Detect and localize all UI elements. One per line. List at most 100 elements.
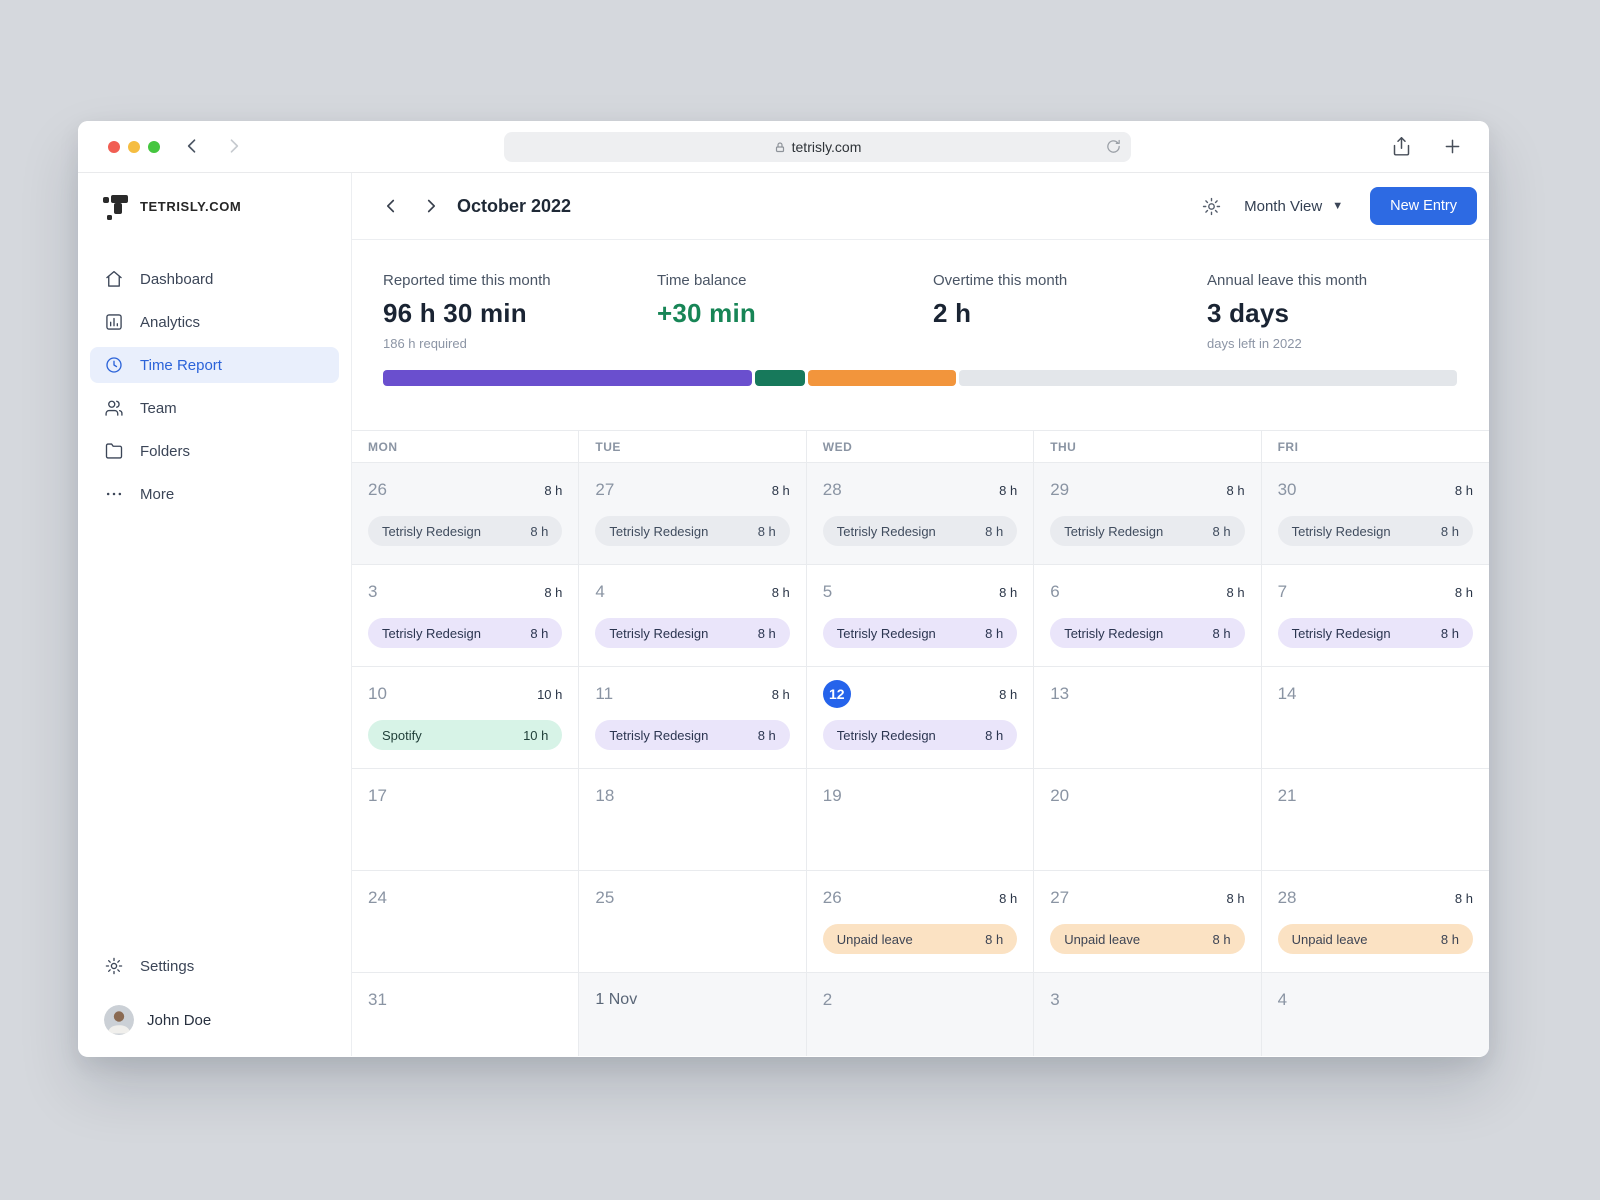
calendar-day-cell[interactable]: 2 <box>806 973 1035 1056</box>
calendar-day-cell[interactable]: 27 8 h Unpaid leave 8 h <box>1034 871 1262 973</box>
time-entry-chip[interactable]: Tetrisly Redesign 8 h <box>595 618 790 648</box>
day-number: 26 <box>822 888 842 907</box>
calendar-day-cell[interactable]: 24 <box>352 871 580 973</box>
entry-project-label: Tetrisly Redesign <box>836 727 936 743</box>
day-number: 26 <box>368 480 387 499</box>
calendar-day-cell[interactable]: 25 <box>579 871 807 973</box>
sidebar-item-team[interactable]: Team <box>90 390 339 426</box>
time-entry-chip[interactable]: Tetrisly Redesign 8 h <box>368 618 563 648</box>
calendar-day-cell[interactable]: 29 8 h Tetrisly Redesign 8 h <box>1034 463 1262 565</box>
calendar-day-cell[interactable]: 27 8 h Tetrisly Redesign 8 h <box>579 463 807 565</box>
day-number: 5 <box>822 582 833 601</box>
calendar-day-cell[interactable]: 13 <box>1034 667 1262 769</box>
calendar-day-cell[interactable]: 28 8 h Unpaid leave 8 h <box>1261 871 1489 973</box>
prev-month-icon[interactable] <box>380 195 402 217</box>
entry-project-label: Tetrisly Redesign <box>836 523 936 539</box>
calendar-day-cell[interactable]: 4 8 h Tetrisly Redesign 8 h <box>579 565 807 667</box>
calendar-day-cell[interactable]: 1 Nov <box>579 973 807 1056</box>
time-entry-chip[interactable]: Tetrisly Redesign 8 h <box>595 516 790 546</box>
calendar-day-cell[interactable]: 26 8 h Tetrisly Redesign 8 h <box>352 463 580 565</box>
calendar-day-cell[interactable]: 30 8 h Tetrisly Redesign 8 h <box>1261 463 1489 565</box>
time-entry-chip[interactable]: Unpaid leave 8 h <box>822 924 1018 954</box>
calendar-settings-button[interactable] <box>1201 196 1222 217</box>
calendar-day-cell[interactable]: 7 8 h Tetrisly Redesign 8 h <box>1261 565 1489 667</box>
sidebar-item-label: Time Report <box>140 356 222 374</box>
sidebar-item-settings[interactable]: Settings <box>90 948 339 984</box>
app-logo[interactable]: TETRISLY.COM <box>78 173 351 240</box>
entry-hours: 8 h <box>985 931 1004 947</box>
stat-value: 2 h <box>933 298 972 328</box>
sidebar-item-more[interactable]: More <box>90 476 339 512</box>
browser-back-icon[interactable] <box>182 136 202 161</box>
stat-subtext: days left in 2022 <box>1207 336 1302 351</box>
fullscreen-window-icon[interactable] <box>148 141 160 153</box>
calendar-day-cell[interactable]: 5 8 h Tetrisly Redesign 8 h <box>806 565 1035 667</box>
calendar-day-cell[interactable]: 31 <box>352 973 580 1056</box>
day-total-hours: 8 h <box>544 482 563 498</box>
share-icon[interactable] <box>1391 136 1412 162</box>
sidebar-item-dashboard[interactable]: Dashboard <box>90 261 339 297</box>
progress-segment-reported <box>383 370 753 386</box>
time-entry-chip[interactable]: Unpaid leave 8 h <box>1050 924 1245 954</box>
calendar-day-cell[interactable]: 20 <box>1034 769 1262 871</box>
calendar-day-cell[interactable]: 19 <box>806 769 1035 871</box>
time-entry-chip[interactable]: Tetrisly Redesign 8 h <box>1050 618 1245 648</box>
time-entry-chip[interactable]: Tetrisly Redesign 8 h <box>1277 618 1473 648</box>
day-number: 30 <box>1277 480 1297 499</box>
calendar-day-cell[interactable]: 26 8 h Unpaid leave 8 h <box>806 871 1035 973</box>
next-month-icon[interactable] <box>420 195 442 217</box>
calendar-week-row: 10 10 h Spotify 10 h 11 8 h Tetrisly Red… <box>352 667 1489 769</box>
entry-hours: 8 h <box>1440 523 1459 539</box>
stat-value: 3 days <box>1207 298 1290 328</box>
new-tab-icon[interactable] <box>1442 136 1463 162</box>
address-bar[interactable]: tetrisly.com <box>504 132 1131 162</box>
new-entry-button[interactable]: New Entry <box>1370 187 1477 225</box>
stat-value: 96 h 30 min <box>383 298 527 328</box>
calendar-day-cell[interactable]: 28 8 h Tetrisly Redesign 8 h <box>806 463 1035 565</box>
view-selector-value: Month View <box>1244 197 1323 215</box>
time-entry-chip[interactable]: Unpaid leave 8 h <box>1277 924 1473 954</box>
time-entry-chip[interactable]: Tetrisly Redesign 8 h <box>822 516 1018 546</box>
calendar-day-cell[interactable]: 12 8 h Tetrisly Redesign 8 h <box>806 667 1035 769</box>
sidebar-item-label: Folders <box>140 442 191 460</box>
entry-hours: 8 h <box>757 727 776 743</box>
entry-hours: 8 h <box>985 523 1004 539</box>
calendar-day-cell[interactable]: 3 8 h Tetrisly Redesign 8 h <box>352 565 580 667</box>
time-entry-chip[interactable]: Tetrisly Redesign 8 h <box>822 618 1018 648</box>
time-entry-chip[interactable]: Tetrisly Redesign 8 h <box>368 516 563 546</box>
calendar-day-cell[interactable]: 10 10 h Spotify 10 h <box>352 667 580 769</box>
time-entry-chip[interactable]: Spotify 10 h <box>368 720 563 750</box>
sidebar-item-time-report[interactable]: Time Report <box>90 347 339 383</box>
close-window-icon[interactable] <box>108 141 120 153</box>
time-entry-chip[interactable]: Tetrisly Redesign 8 h <box>1050 516 1245 546</box>
weekday-label: MON <box>352 431 580 462</box>
calendar-day-cell[interactable]: 18 <box>579 769 807 871</box>
time-entry-chip[interactable]: Tetrisly Redesign 8 h <box>1277 516 1473 546</box>
calendar-day-cell[interactable]: 17 <box>352 769 580 871</box>
browser-window: tetrisly.com TETRISLY.COM Da <box>78 121 1489 1057</box>
sidebar-nav: Dashboard Analytics Time Report Team Fol… <box>78 240 351 512</box>
calendar-day-cell[interactable]: 3 <box>1034 973 1262 1056</box>
entry-project-label: Tetrisly Redesign <box>836 625 936 641</box>
calendar-day-cell[interactable]: 4 <box>1261 973 1489 1056</box>
sidebar-item-folders[interactable]: Folders <box>90 433 339 469</box>
view-selector[interactable]: Month View ▼ <box>1244 198 1343 215</box>
reload-icon[interactable] <box>1105 138 1122 155</box>
calendar-day-cell[interactable]: 11 8 h Tetrisly Redesign 8 h <box>579 667 807 769</box>
day-number: 6 <box>1050 582 1060 601</box>
browser-forward-icon[interactable] <box>224 136 244 161</box>
calendar-day-cell[interactable]: 14 <box>1261 667 1489 769</box>
minimize-window-icon[interactable] <box>128 141 140 153</box>
stat-card: Time balance +30 min <box>657 272 933 351</box>
day-number: 28 <box>1277 888 1297 907</box>
time-entry-chip[interactable]: Tetrisly Redesign 8 h <box>595 720 790 750</box>
day-total-hours: 8 h <box>1454 890 1473 906</box>
entry-project-label: Tetrisly Redesign <box>1064 523 1164 539</box>
calendar-day-cell[interactable]: 21 <box>1261 769 1489 871</box>
time-entry-chip[interactable]: Tetrisly Redesign 8 h <box>822 720 1018 750</box>
calendar-day-cell[interactable]: 6 8 h Tetrisly Redesign 8 h <box>1034 565 1262 667</box>
page-title: October 2022 <box>457 195 572 216</box>
user-menu[interactable]: John Doe <box>90 1000 339 1040</box>
sidebar-item-analytics[interactable]: Analytics <box>90 304 339 340</box>
day-total-hours: 8 h <box>771 482 790 498</box>
